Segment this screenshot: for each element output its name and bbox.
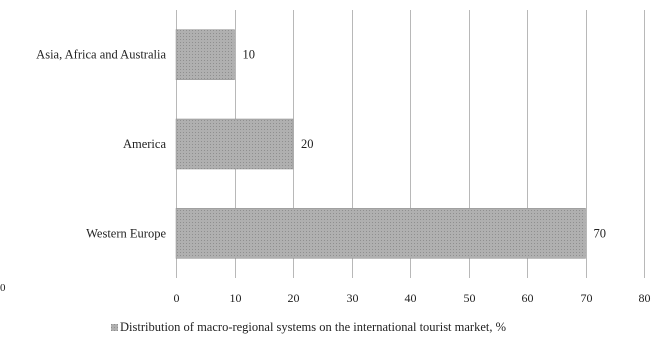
legend: Distribution of macro-regional systems o… [111,320,506,334]
x-tick-label: 50 [464,291,476,305]
bar [175,29,235,80]
data-label: 10 [243,48,256,62]
category-label: America [123,137,166,151]
bars [175,29,586,259]
x-tick-label: 60 [522,291,534,305]
x-tick-label: 40 [405,291,417,305]
bar [175,208,586,259]
stray-axis-text: 0 [0,282,6,294]
x-tick-label: 20 [288,291,300,305]
x-tick-label: 30 [347,291,359,305]
category-label: Asia, Africa and Australia [36,48,166,62]
data-label: 20 [301,137,314,151]
x-tick-label: 80 [639,291,651,305]
x-tick-label: 70 [581,291,593,305]
legend-label: Distribution of macro-regional systems o… [120,320,506,334]
labels: 0 10 20 30 40 50 60 70 80 Asia, Africa and Austra… [36,48,650,305]
category-label: Western Europe [86,226,166,240]
bar [175,118,294,170]
x-tick-label: 10 [230,291,242,305]
data-label: 70 [594,226,607,240]
legend-swatch [111,324,118,331]
grid-lines [176,10,645,278]
x-tick-label: 0 [174,291,180,305]
